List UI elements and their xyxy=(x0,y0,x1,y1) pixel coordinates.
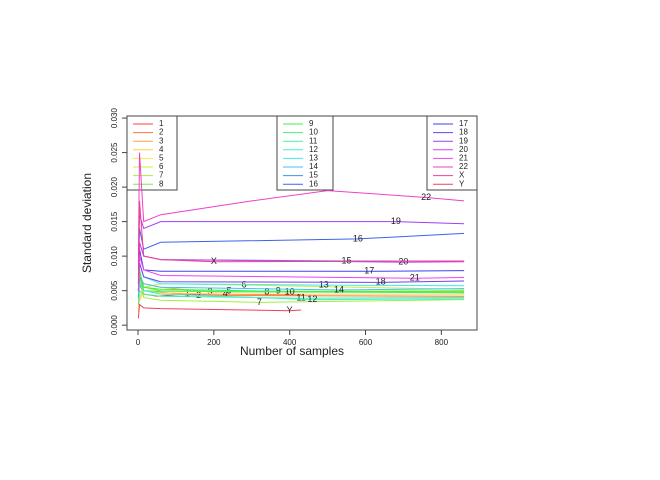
line-label: 14 xyxy=(334,284,344,294)
x-tick-label: 400 xyxy=(283,338,297,347)
legend-label: 18 xyxy=(459,128,468,137)
series-line xyxy=(137,200,465,284)
legend-label: 14 xyxy=(309,162,318,171)
legend-label: 7 xyxy=(159,171,164,180)
legend-label: 4 xyxy=(159,145,164,154)
legend-label: 6 xyxy=(159,162,164,171)
x-tick-label: 600 xyxy=(359,338,373,347)
legend-label: 11 xyxy=(309,136,318,145)
x-tick-label: 0 xyxy=(136,338,141,347)
y-tick-label: 0.010 xyxy=(110,246,119,267)
y-tick-label: 0.005 xyxy=(110,280,119,301)
legend-label: 13 xyxy=(309,154,318,163)
line-label: 4 xyxy=(223,288,228,298)
y-tick-label: 0.020 xyxy=(110,177,119,198)
legend-label: 15 xyxy=(309,171,318,180)
legend-label: 20 xyxy=(459,145,468,154)
legend-label: 19 xyxy=(459,136,468,145)
line-label: 11 xyxy=(296,293,305,303)
x-axis-title: Number of samples xyxy=(240,344,344,358)
series-line xyxy=(137,289,465,305)
legend-label: 9 xyxy=(309,119,314,128)
legend-label: 5 xyxy=(159,154,164,163)
legend-box xyxy=(426,115,478,191)
line-label: 2 xyxy=(196,290,201,300)
legend-label: 3 xyxy=(159,136,164,145)
y-tick-label: 0.030 xyxy=(110,108,119,129)
legend-label: 8 xyxy=(159,179,164,188)
line-label: X xyxy=(211,256,217,266)
legend-label: 10 xyxy=(309,128,318,137)
legend-label: 22 xyxy=(459,162,468,171)
legend-box xyxy=(276,115,334,191)
y-tick-label: 0.025 xyxy=(110,142,119,163)
line-label: 19 xyxy=(391,216,401,226)
line-label: 10 xyxy=(285,286,295,296)
line-label: 20 xyxy=(398,257,408,267)
y-tick-label: 0.015 xyxy=(110,211,119,232)
y-axis-title: Standard deviation xyxy=(80,173,94,273)
y-tick-label: 0.000 xyxy=(110,315,119,336)
series-line xyxy=(137,255,465,291)
line-label: 15 xyxy=(342,255,352,265)
line-label: 21 xyxy=(410,273,420,283)
legend-label: 2 xyxy=(159,128,164,137)
legend-label: 12 xyxy=(309,145,318,154)
series-line xyxy=(137,228,465,277)
x-tick-label: 800 xyxy=(435,338,449,347)
line-label: 12 xyxy=(307,294,317,304)
legend-box xyxy=(126,115,178,191)
line-label: 17 xyxy=(364,266,374,276)
line-label: Y xyxy=(287,305,293,315)
line-label: 13 xyxy=(319,280,329,290)
line-label: 18 xyxy=(376,277,386,287)
series-line xyxy=(137,303,302,319)
series-line xyxy=(137,275,465,298)
legend-label: 17 xyxy=(459,119,468,128)
x-tick-label: 200 xyxy=(207,338,221,347)
line-label: 22 xyxy=(421,192,431,202)
legend-label: 16 xyxy=(309,179,318,188)
line-label: 7 xyxy=(257,297,262,307)
legend-label: X xyxy=(459,171,465,180)
line-label: 16 xyxy=(353,233,363,243)
line-label: 9 xyxy=(276,286,281,296)
legend-label: Y xyxy=(459,179,465,188)
series-line xyxy=(137,152,465,257)
legend-label: 21 xyxy=(459,154,468,163)
legend-label: 1 xyxy=(159,119,164,128)
